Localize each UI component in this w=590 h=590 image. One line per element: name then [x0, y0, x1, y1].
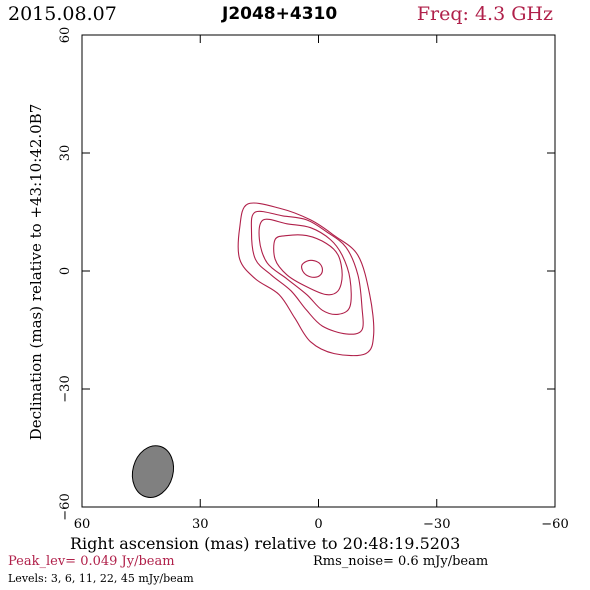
peak-level: Peak_lev= 0.049 Jy/beam: [8, 554, 175, 569]
x-tick-label-3: −30: [423, 517, 450, 532]
x-tick-label-0: 60: [74, 517, 91, 532]
y-tick-label-0: −60: [58, 493, 73, 520]
contour-3-mjy: [237, 202, 375, 357]
source-name: J2048+4310: [222, 4, 338, 24]
y-tick-label-3: 30: [58, 145, 73, 162]
tick-labels: 60 30 0 −30 −60 −60 −30 0 30 60: [58, 27, 569, 532]
beam-ellipse: [131, 445, 175, 498]
x-axis-label: Right ascension (mas) relative to 20:48:…: [70, 534, 461, 553]
y-tick-label-2: 0: [58, 267, 73, 275]
contour-11-mjy: [258, 218, 352, 315]
beam-group: [131, 445, 175, 498]
y-axis-label: Declination (mas) relative to +43:10:42.…: [27, 104, 45, 441]
contour-45-mjy: [301, 259, 323, 278]
plot-frame: [81, 34, 556, 508]
contour-6-mjy: [250, 210, 364, 335]
contour-set: [237, 202, 375, 357]
contour-22-mjy: [273, 234, 343, 296]
x-tick-label-1: 30: [192, 517, 209, 532]
x-tick-label-4: −60: [541, 517, 568, 532]
frequency-label: Freq: 4.3 GHz: [416, 3, 553, 25]
y-tick-label-1: −30: [58, 375, 73, 402]
observation-date: 2015.08.07: [8, 3, 117, 25]
axis-ticks: [81, 34, 556, 508]
x-tick-label-2: 0: [314, 517, 322, 532]
contour-levels: Levels: 3, 6, 11, 22, 45 mJy/beam: [8, 572, 194, 585]
y-tick-label-4: 60: [58, 27, 73, 44]
rms-noise: Rms_noise= 0.6 mJy/beam: [313, 554, 489, 569]
